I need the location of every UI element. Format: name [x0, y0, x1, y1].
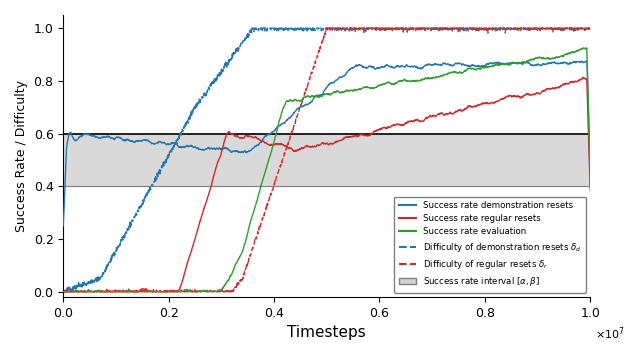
Bar — [63, 134, 590, 186]
Text: $\times10^7$: $\times10^7$ — [595, 325, 625, 342]
X-axis label: Timesteps: Timesteps — [287, 325, 366, 340]
Legend: Success rate demonstration resets, Success rate regular resets, Success rate eva: Success rate demonstration resets, Succe… — [394, 197, 586, 293]
Y-axis label: Success Rate / Difficulty: Success Rate / Difficulty — [15, 80, 28, 232]
